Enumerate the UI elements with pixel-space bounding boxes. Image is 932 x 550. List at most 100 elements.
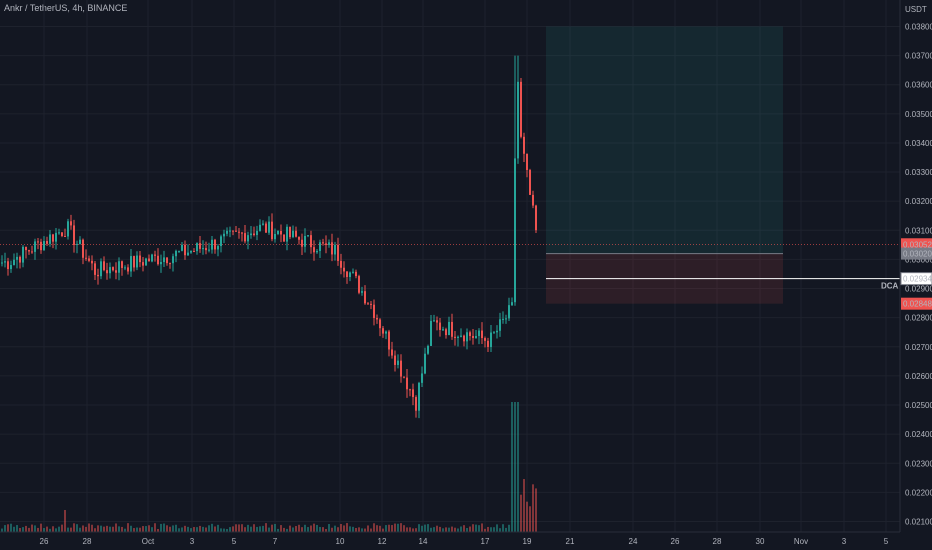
y-tick-label: 0.02600 xyxy=(905,372,932,381)
volume-bar xyxy=(439,526,441,532)
volume-bar xyxy=(388,524,390,532)
candle-body xyxy=(406,377,408,390)
volume-bar xyxy=(94,528,96,532)
position-tool[interactable] xyxy=(546,26,783,304)
candle-body xyxy=(37,241,39,243)
candle-body xyxy=(376,317,378,320)
candle-body xyxy=(436,320,438,323)
volume-bar xyxy=(334,525,336,532)
volume-bar xyxy=(337,527,339,532)
candle-body xyxy=(250,233,252,236)
volume-bar xyxy=(409,527,411,532)
volume-bar xyxy=(19,527,21,532)
candle-body xyxy=(352,271,354,273)
x-tick-label: 19 xyxy=(523,537,532,546)
candle-body xyxy=(412,389,414,398)
volume-bar xyxy=(58,526,60,532)
x-tick-label: 14 xyxy=(419,537,428,546)
candle-body xyxy=(415,397,417,411)
candle-body xyxy=(364,291,366,304)
volume-bar xyxy=(211,523,213,532)
volume-bar xyxy=(412,528,414,532)
volume-bar xyxy=(118,526,120,532)
volume-bar xyxy=(172,525,174,532)
volume-bar xyxy=(487,526,489,532)
candle-body xyxy=(16,256,18,260)
candle-body xyxy=(43,241,45,251)
candle-body xyxy=(439,322,441,330)
candle-body xyxy=(307,235,309,237)
candle-body xyxy=(196,243,198,252)
volume-bar xyxy=(355,528,357,532)
candle-body xyxy=(106,270,108,274)
candle-body xyxy=(358,276,360,293)
volume-bar xyxy=(316,524,318,532)
y-tick-label: 0.02700 xyxy=(905,343,932,352)
volume-bar xyxy=(517,402,519,532)
candle-body xyxy=(91,260,93,264)
volume-bar xyxy=(1,528,3,532)
volume-bar xyxy=(253,524,255,532)
candle-body xyxy=(517,81,519,159)
volume-bar xyxy=(364,528,366,532)
volume-bar xyxy=(175,524,177,532)
volume-bar xyxy=(499,528,501,532)
volume-bar xyxy=(472,524,474,532)
candle-body xyxy=(400,360,402,377)
volume-bar xyxy=(451,526,453,532)
volume-bar xyxy=(226,528,228,532)
candle-body xyxy=(199,243,201,249)
volume-bar xyxy=(169,526,171,532)
candle-body xyxy=(193,250,195,252)
volume-bar xyxy=(475,524,477,532)
candle-body xyxy=(10,265,12,270)
candle-body xyxy=(292,230,294,238)
candle-body xyxy=(187,252,189,256)
candle-body xyxy=(94,263,96,275)
volume-bar xyxy=(280,525,282,532)
volume-bar xyxy=(28,527,30,532)
volume-bar xyxy=(148,525,150,532)
volume-bar xyxy=(67,527,69,532)
volume-bar xyxy=(310,525,312,532)
volume-bar xyxy=(151,527,153,532)
volume-bar xyxy=(433,527,435,532)
volume-bar xyxy=(322,527,324,532)
candle-body xyxy=(499,319,501,331)
volume-bar xyxy=(97,525,99,532)
candle-body xyxy=(382,328,384,334)
volume-bar xyxy=(208,525,210,532)
symbol-title: Ankr / TetherUS, 4h, BINANCE xyxy=(4,3,128,13)
volume-bar xyxy=(319,526,321,532)
volume-bar xyxy=(325,528,327,532)
volume-bar xyxy=(34,525,36,532)
candle-body xyxy=(31,251,33,253)
candle-body xyxy=(235,230,237,232)
volume-bar xyxy=(31,524,33,532)
candle-body xyxy=(112,267,114,271)
volume-bar xyxy=(352,526,354,532)
candle-body xyxy=(493,332,495,334)
candles xyxy=(1,55,537,419)
volume-bar xyxy=(421,525,423,532)
volume-bar xyxy=(202,526,204,532)
candle-body xyxy=(334,244,336,255)
candle-body xyxy=(508,305,510,319)
volume-bar xyxy=(82,525,84,532)
x-tick-label: 26 xyxy=(40,537,49,546)
candle-body xyxy=(97,274,99,277)
volume-bar xyxy=(73,523,75,532)
x-tick-label: 5 xyxy=(884,537,889,546)
candle-body xyxy=(469,332,471,336)
candle-body xyxy=(151,254,153,262)
candle-body xyxy=(271,221,273,240)
candle-body xyxy=(127,267,129,272)
volume-bar xyxy=(190,528,192,532)
volume-bar xyxy=(145,526,147,532)
y-tick-label: 0.02500 xyxy=(905,401,932,410)
candle-body xyxy=(25,246,27,251)
candle-body xyxy=(211,239,213,250)
candle-body xyxy=(361,291,363,293)
volume-bar xyxy=(424,524,426,532)
